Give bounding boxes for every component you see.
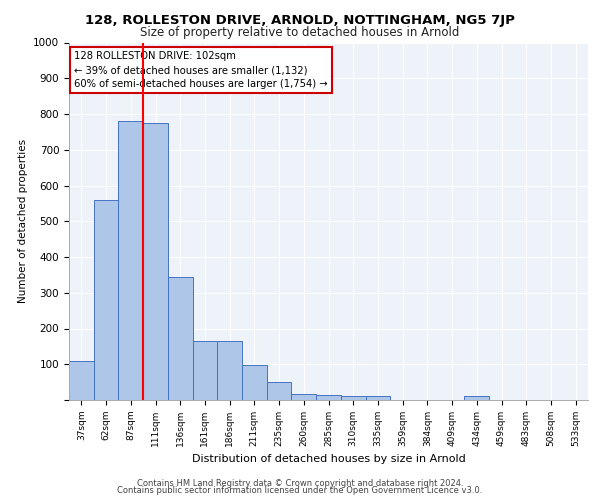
- Text: Contains HM Land Registry data © Crown copyright and database right 2024.: Contains HM Land Registry data © Crown c…: [137, 478, 463, 488]
- Bar: [193, 341, 217, 400]
- Y-axis label: Number of detached properties: Number of detached properties: [17, 139, 28, 304]
- X-axis label: Distribution of detached houses by size in Arnold: Distribution of detached houses by size …: [191, 454, 466, 464]
- Bar: [69, 360, 94, 400]
- Bar: [341, 396, 365, 400]
- Text: 128 ROLLESTON DRIVE: 102sqm
← 39% of detached houses are smaller (1,132)
60% of : 128 ROLLESTON DRIVE: 102sqm ← 39% of det…: [74, 52, 328, 90]
- Bar: [267, 382, 292, 400]
- Bar: [217, 341, 242, 400]
- Bar: [464, 396, 489, 400]
- Bar: [143, 123, 168, 400]
- Text: 128, ROLLESTON DRIVE, ARNOLD, NOTTINGHAM, NG5 7JP: 128, ROLLESTON DRIVE, ARNOLD, NOTTINGHAM…: [85, 14, 515, 27]
- Bar: [94, 200, 118, 400]
- Bar: [168, 276, 193, 400]
- Bar: [292, 394, 316, 400]
- Text: Size of property relative to detached houses in Arnold: Size of property relative to detached ho…: [140, 26, 460, 39]
- Bar: [118, 121, 143, 400]
- Text: Contains public sector information licensed under the Open Government Licence v3: Contains public sector information licen…: [118, 486, 482, 495]
- Bar: [365, 396, 390, 400]
- Bar: [316, 394, 341, 400]
- Bar: [242, 366, 267, 400]
